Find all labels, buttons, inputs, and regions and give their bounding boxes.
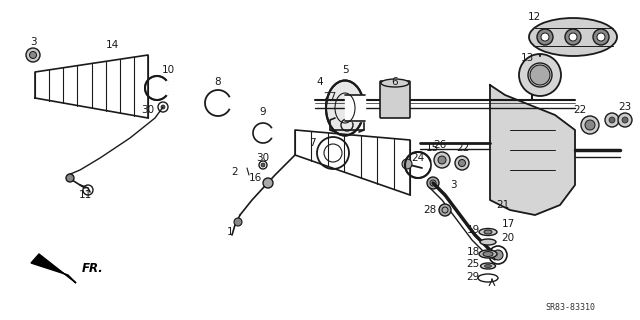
Text: 8: 8 (214, 77, 221, 87)
Text: 21: 21 (497, 200, 509, 210)
Ellipse shape (519, 54, 561, 96)
Circle shape (402, 159, 412, 169)
Ellipse shape (483, 252, 493, 257)
Text: 17: 17 (501, 219, 515, 229)
FancyBboxPatch shape (380, 81, 410, 118)
Text: 29: 29 (467, 272, 479, 282)
Text: 1: 1 (227, 227, 234, 237)
Circle shape (493, 250, 503, 260)
Circle shape (593, 29, 609, 45)
Text: FR.: FR. (82, 261, 104, 275)
Text: 7: 7 (308, 138, 316, 148)
Text: 15: 15 (426, 143, 438, 153)
Text: 9: 9 (260, 107, 266, 117)
Circle shape (66, 174, 74, 182)
Ellipse shape (484, 265, 492, 268)
Ellipse shape (484, 230, 492, 234)
Polygon shape (490, 85, 575, 215)
Circle shape (537, 29, 553, 45)
Ellipse shape (479, 228, 497, 236)
Text: 2: 2 (232, 167, 238, 177)
Text: SR83-83310: SR83-83310 (545, 303, 595, 313)
Text: 3: 3 (450, 180, 456, 190)
Text: 22: 22 (573, 105, 587, 115)
Circle shape (263, 178, 273, 188)
Text: 20: 20 (501, 233, 515, 243)
Circle shape (597, 33, 605, 41)
Text: 13: 13 (520, 53, 534, 63)
Text: 14: 14 (106, 40, 118, 50)
Circle shape (585, 120, 595, 130)
Text: 27: 27 (323, 92, 337, 102)
Circle shape (605, 113, 619, 127)
Circle shape (622, 117, 628, 123)
Text: 24: 24 (412, 153, 424, 163)
Circle shape (530, 65, 550, 85)
Circle shape (439, 204, 451, 216)
Text: 30: 30 (141, 105, 155, 115)
Circle shape (26, 48, 40, 62)
Text: 10: 10 (161, 65, 175, 75)
Text: 23: 23 (618, 102, 632, 112)
Circle shape (609, 117, 615, 123)
Ellipse shape (481, 263, 495, 269)
Circle shape (541, 33, 549, 41)
Circle shape (581, 116, 599, 134)
Text: 22: 22 (456, 143, 470, 153)
Text: 28: 28 (424, 205, 436, 215)
Polygon shape (345, 95, 365, 121)
Circle shape (455, 156, 469, 170)
Text: 12: 12 (527, 12, 541, 22)
Polygon shape (31, 254, 76, 283)
Text: 16: 16 (248, 173, 262, 183)
Ellipse shape (479, 250, 497, 258)
Text: 3: 3 (29, 37, 36, 47)
Text: 30: 30 (257, 153, 269, 163)
Circle shape (161, 105, 165, 109)
Circle shape (261, 163, 265, 167)
Ellipse shape (381, 79, 409, 87)
Circle shape (427, 177, 439, 189)
Circle shape (569, 33, 577, 41)
Circle shape (458, 159, 465, 166)
Text: 18: 18 (467, 247, 479, 257)
Text: 19: 19 (467, 225, 479, 235)
Text: 26: 26 (433, 140, 447, 150)
Circle shape (618, 113, 632, 127)
Circle shape (438, 156, 446, 164)
Circle shape (29, 52, 36, 59)
Circle shape (434, 152, 450, 168)
Text: 5: 5 (342, 65, 348, 75)
Text: 6: 6 (392, 77, 398, 87)
Circle shape (234, 218, 242, 226)
Ellipse shape (480, 239, 496, 245)
Text: 4: 4 (317, 77, 323, 87)
Text: 11: 11 (78, 190, 92, 200)
Text: 25: 25 (467, 259, 479, 269)
Circle shape (565, 29, 581, 45)
Ellipse shape (326, 81, 364, 135)
Ellipse shape (529, 18, 617, 56)
